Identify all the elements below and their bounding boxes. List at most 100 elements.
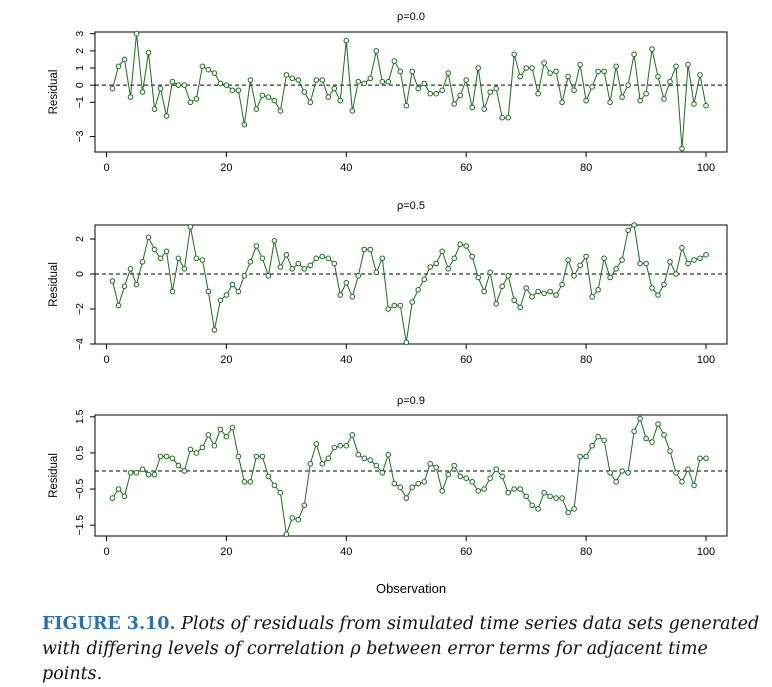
- x-tick-label: 60: [460, 546, 472, 558]
- residual-point: [199, 444, 206, 451]
- x-tick-label: 40: [340, 354, 352, 366]
- y-tick-label: 1.5: [74, 409, 86, 424]
- y-tick-label: 2: [74, 48, 86, 54]
- residual-point: [649, 439, 655, 445]
- residual-point: [463, 475, 470, 482]
- residual-point: [109, 85, 116, 92]
- residual-point: [301, 266, 308, 272]
- residual-point: [181, 82, 188, 88]
- residual-point: [631, 428, 637, 435]
- residual-point: [307, 262, 314, 269]
- residual-point: [571, 506, 577, 512]
- residual-point: [133, 30, 140, 37]
- y-tick-label: −3: [74, 130, 86, 142]
- residual-point: [643, 435, 649, 442]
- y-tick-label: 1: [74, 65, 86, 71]
- residual-point: [241, 121, 248, 128]
- residual-point: [277, 264, 284, 270]
- residual-point: [277, 108, 284, 114]
- residual-point: [343, 442, 350, 449]
- residual-point: [313, 441, 320, 447]
- residual-point: [121, 56, 128, 63]
- residual-point: [211, 327, 218, 333]
- residual-point: [199, 63, 206, 70]
- residual-point: [583, 253, 589, 260]
- residual-point: [187, 446, 194, 453]
- residual-point: [169, 288, 176, 295]
- residual-point: [475, 65, 482, 71]
- residual-point: [283, 531, 290, 538]
- residual-point: [319, 253, 326, 260]
- residual-point: [355, 273, 362, 279]
- residual-point: [127, 266, 134, 272]
- residual-point: [367, 457, 374, 463]
- residual-point: [607, 99, 613, 106]
- residual-point: [151, 471, 158, 478]
- residual-point: [619, 257, 625, 263]
- residual-point: [385, 451, 392, 458]
- residual-point: [463, 77, 470, 83]
- residual-point: [601, 68, 607, 75]
- residual-point: [547, 288, 553, 295]
- residual-point: [499, 283, 506, 290]
- residual-point: [685, 61, 691, 68]
- residual-point: [175, 255, 182, 262]
- residual-point: [157, 255, 164, 262]
- residual-point: [127, 470, 134, 476]
- residual-point: [493, 301, 500, 307]
- residual-point: [655, 421, 661, 427]
- residual-point: [427, 461, 434, 467]
- residual-point: [157, 453, 164, 460]
- residual-point: [223, 292, 230, 298]
- residual-point: [691, 101, 697, 107]
- residual-point: [325, 255, 332, 262]
- residual-point: [535, 506, 541, 512]
- residual-point: [553, 495, 559, 501]
- residual-point: [151, 106, 158, 112]
- residual-point: [577, 453, 583, 460]
- residual-point: [331, 444, 338, 451]
- residual-point: [469, 104, 476, 111]
- residual-point: [703, 455, 709, 462]
- residual-point: [343, 37, 350, 44]
- residual-point: [349, 432, 356, 438]
- residual-point: [109, 278, 116, 284]
- residual-point: [337, 442, 344, 449]
- residual-point: [361, 80, 368, 87]
- residual-point: [235, 453, 242, 460]
- residual-point: [703, 102, 709, 109]
- residual-point: [517, 73, 524, 80]
- residual-point: [331, 85, 338, 92]
- residual-point: [391, 480, 398, 487]
- residual-point: [289, 515, 296, 521]
- residual-point: [295, 77, 302, 83]
- residual-point: [685, 260, 691, 267]
- residual-point: [577, 61, 583, 68]
- residual-point: [535, 90, 541, 97]
- residual-point: [493, 85, 500, 92]
- residual-point: [373, 48, 380, 54]
- residual-point: [499, 114, 506, 121]
- residual-point: [637, 260, 643, 267]
- residual-point: [673, 63, 679, 70]
- residual-point: [193, 450, 200, 456]
- residual-point: [229, 424, 236, 431]
- residual-point: [373, 462, 380, 469]
- residual-point: [361, 246, 368, 253]
- residual-point: [529, 294, 535, 300]
- residual-point: [247, 259, 254, 265]
- residual-point: [367, 75, 374, 82]
- residual-point: [625, 470, 631, 476]
- residual-point: [193, 96, 200, 102]
- residual-point: [667, 448, 673, 454]
- residual-point: [205, 288, 212, 295]
- residual-point: [235, 87, 242, 94]
- residual-point: [415, 85, 422, 92]
- x-axis-label: Observation: [376, 581, 446, 596]
- residual-point: [115, 486, 122, 492]
- y-axis-label: Residual: [48, 262, 60, 307]
- residual-point: [595, 68, 601, 75]
- residual-point: [697, 255, 703, 262]
- residual-point: [121, 493, 128, 500]
- residual-point: [655, 73, 661, 80]
